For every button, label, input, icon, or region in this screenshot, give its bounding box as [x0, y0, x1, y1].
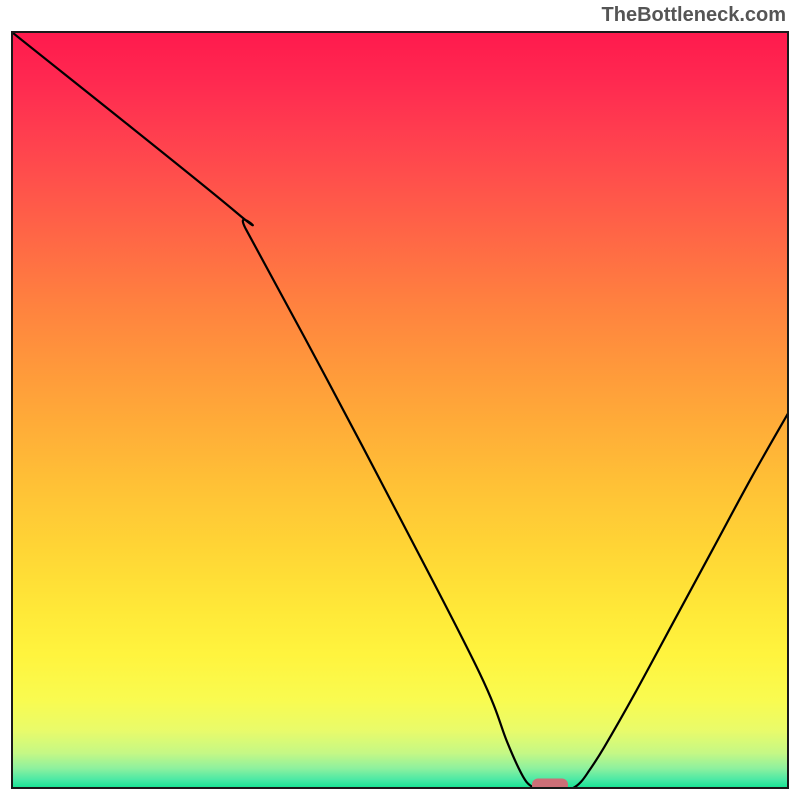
watermark-text: TheBottleneck.com	[602, 4, 786, 27]
plot-area	[11, 31, 789, 789]
chart-svg	[13, 33, 789, 789]
chart-container: TheBottleneck.com	[0, 0, 800, 800]
chart-background	[13, 33, 789, 789]
